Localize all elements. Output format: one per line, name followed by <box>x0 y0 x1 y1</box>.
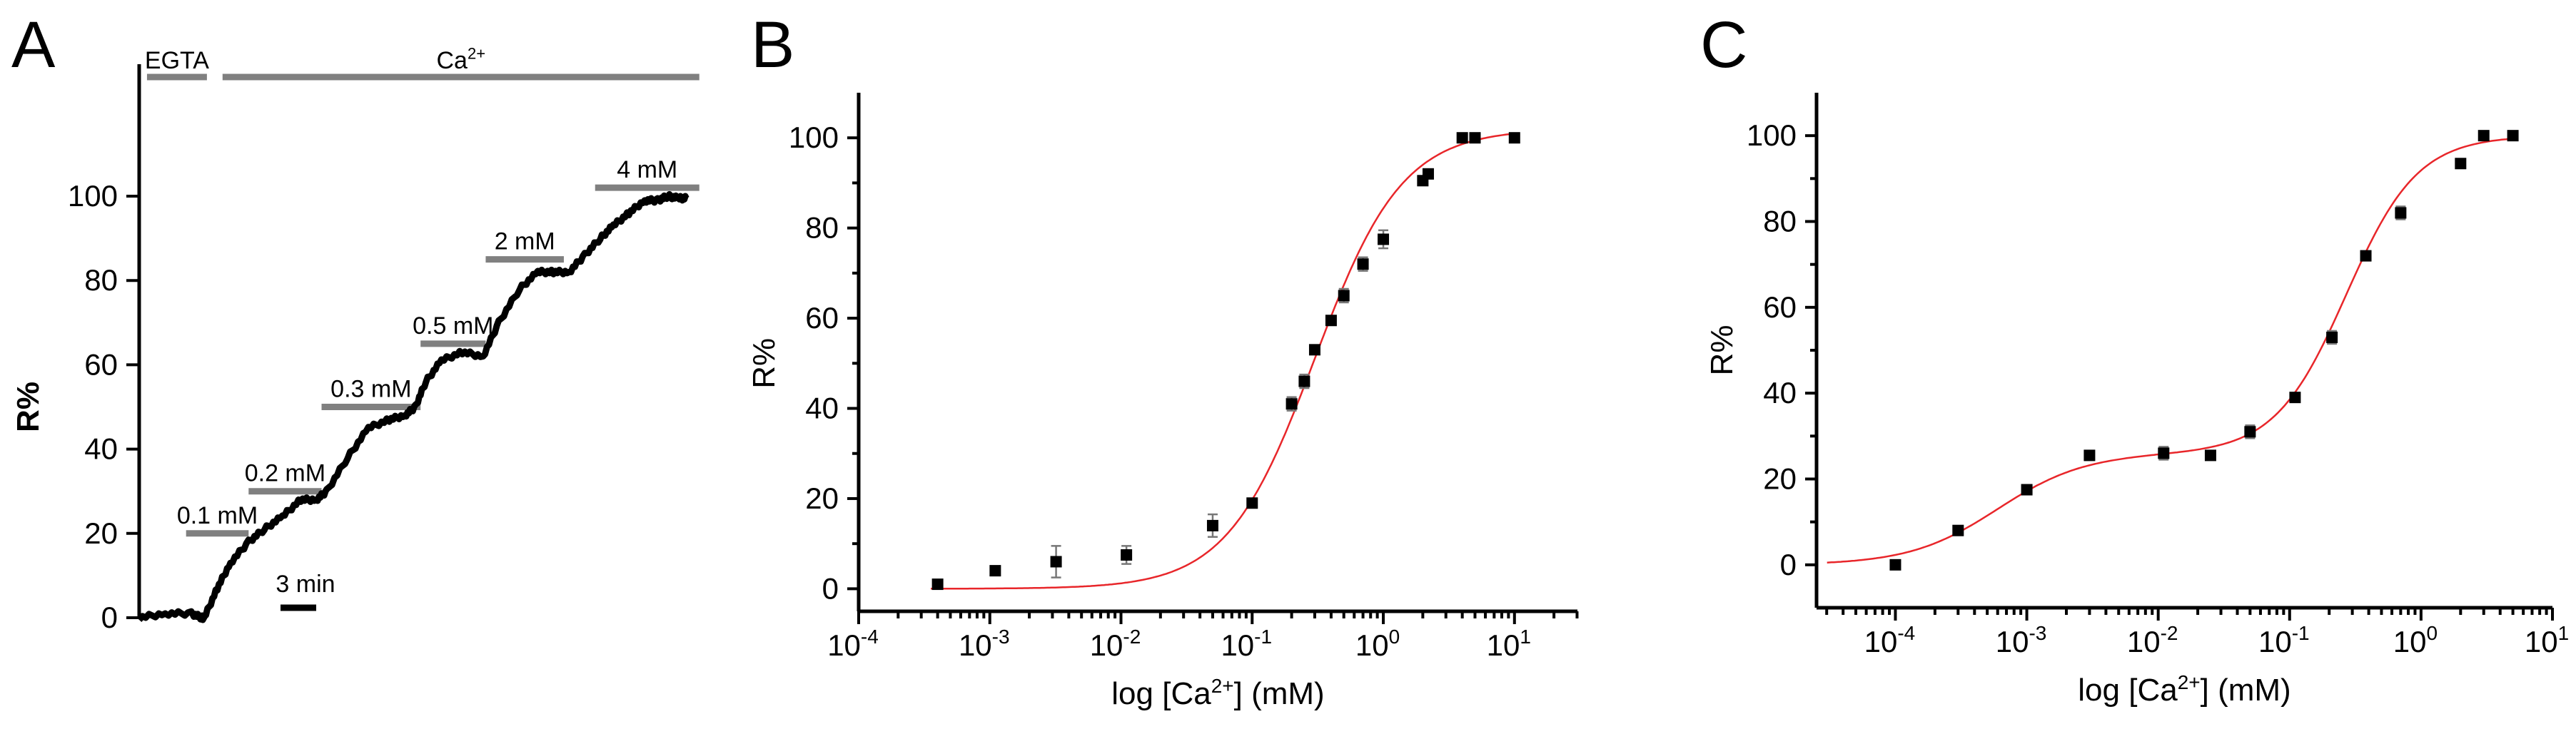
panel-a-concentration-label: 0.2 mM <box>245 460 325 487</box>
panel-a-concentration-label: 0.3 mM <box>330 376 411 403</box>
panel-c-y-tick-label: 100 <box>1747 118 1797 152</box>
panel-b-dose-response-chart: 0 20 40 60 80 100 10-4 10-3 10-2 10-1 100 101 log [C… <box>747 93 1579 711</box>
panel-a-y-tick-label: 60 <box>84 347 118 381</box>
panel-b-data-point <box>1357 258 1369 270</box>
panel-letter-b: B <box>751 9 794 81</box>
panel-a-y-axis-label: R% <box>11 382 46 432</box>
panel-c-x-tick-label: 10-3 <box>1996 622 2047 658</box>
panel-a-y-tick-label: 40 <box>84 432 118 466</box>
panel-a-solution-label: Ca2+ <box>436 44 485 74</box>
panel-b-data-point <box>1298 375 1310 387</box>
panel-c-data-point <box>2395 207 2407 219</box>
panel-b-x-tick-label: 10-4 <box>827 626 879 662</box>
panel-b-data-point <box>1206 519 1218 531</box>
panel-c-data-point <box>1952 524 1964 536</box>
panel-b-x-axis-label: log [Ca2+] (mM) <box>1111 675 1324 711</box>
panel-b-data-point <box>1338 290 1350 302</box>
panel-b-data-point <box>989 565 1001 577</box>
panel-c-data-point <box>2244 426 2256 438</box>
panel-b-y-tick-label: 80 <box>805 211 839 245</box>
panel-c-y-tick-label: 80 <box>1763 205 1797 238</box>
panel-b-x-tick-label: 10-1 <box>1221 626 1272 662</box>
panel-letter-c: C <box>1700 9 1747 81</box>
panel-c-data-point <box>1889 559 1901 571</box>
panel-c-data-point <box>2204 449 2216 462</box>
panel-a-y-tick-label: 20 <box>84 516 118 550</box>
panel-b-data-point <box>1286 398 1298 410</box>
panel-c-y-tick-label: 0 <box>1780 548 1797 581</box>
panel-c-y-tick-label: 20 <box>1763 462 1797 496</box>
panel-b-data-point <box>1456 132 1468 144</box>
panel-a-concentration-label: 4 mM <box>617 156 677 183</box>
panel-c-data-point <box>2326 331 2338 343</box>
panel-c-y-tick-label: 60 <box>1763 290 1797 324</box>
panel-a-scale-bar-label: 3 min <box>276 571 335 598</box>
panel-b-y-axis-label: R% <box>747 338 782 389</box>
panel-c-data-point <box>2083 449 2096 462</box>
panel-b-y-tick-label: 60 <box>805 301 839 335</box>
panel-b-x-tick-label: 100 <box>1355 626 1400 662</box>
panel-c-data-point <box>2021 484 2033 496</box>
panel-c-data-point <box>2455 158 2467 170</box>
panel-b-data-point <box>1246 497 1258 509</box>
panel-b-y-tick-label: 0 <box>822 571 839 605</box>
panel-a-y-tick-label: 80 <box>84 263 118 297</box>
panel-a-y-tick-label: 0 <box>101 601 118 634</box>
panel-a-concentration-label: 2 mM <box>495 228 555 255</box>
panel-a-y-tick-label: 100 <box>68 179 118 213</box>
panel-b-data-point <box>1378 233 1390 245</box>
panel-c-x-axis-label: log [Ca2+] (mM) <box>2078 671 2290 708</box>
panel-b-data-point <box>931 578 944 591</box>
panel-b-data-point <box>1422 168 1434 180</box>
panel-a-solution-label: EGTA <box>145 47 209 74</box>
panel-c-y-tick-label: 40 <box>1763 376 1797 409</box>
panel-a-response-trace <box>136 190 690 623</box>
panel-b-data-point <box>1308 344 1320 356</box>
panel-c-x-tick-label: 10-4 <box>1864 622 1916 658</box>
panel-c-y-axis-label: R% <box>1704 325 1739 376</box>
panel-b-x-tick-label: 101 <box>1487 626 1531 662</box>
panel-b-y-tick-label: 20 <box>805 481 839 515</box>
panel-a-trace-chart: 0 20 40 60 80 100 R% EGTA Ca2+ 0.1 mM 0.2 mM 0.3 mM… <box>11 44 699 634</box>
panel-b-data-point <box>1325 315 1337 327</box>
panel-c-x-tick-label: 100 <box>2393 622 2438 658</box>
panel-b-data-point <box>1050 556 1062 568</box>
panel-b-y-tick-label: 100 <box>789 121 839 154</box>
panel-c-x-tick-label: 10-2 <box>2127 622 2178 658</box>
panel-b-y-tick-label: 40 <box>805 392 839 425</box>
panel-letter-a: A <box>11 9 56 81</box>
panel-c-data-point <box>2477 130 2490 142</box>
panel-c-data-point <box>2507 130 2519 142</box>
panel-a-concentration-label: 0.5 mM <box>413 312 493 340</box>
panel-b-data-point <box>1121 549 1133 561</box>
panel-b-x-tick-label: 10-2 <box>1090 626 1141 662</box>
panel-c-data-point <box>2289 392 2301 404</box>
panel-b-data-point <box>1469 132 1481 144</box>
panel-c-fit-curve <box>1827 138 2513 564</box>
panel-b-data-point <box>1508 132 1520 144</box>
panel-a-concentration-label: 0.1 mM <box>177 502 258 529</box>
panel-c-data-point <box>2158 447 2170 459</box>
panel-c-x-tick-label: 10-1 <box>2258 622 2310 658</box>
panel-c-data-point <box>2360 250 2372 262</box>
panel-c-dose-response-chart: 0 20 40 60 80 100 10-4 10-3 10-2 10-1 100 101 log [C… <box>1704 93 2569 708</box>
panel-b-fit-curve <box>931 133 1515 590</box>
panel-c-x-tick-label: 101 <box>2525 622 2569 658</box>
panel-b-x-tick-label: 10-3 <box>959 626 1010 662</box>
